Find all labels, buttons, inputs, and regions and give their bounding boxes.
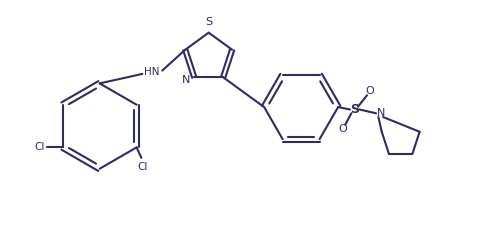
Text: N: N xyxy=(182,75,191,85)
Text: S: S xyxy=(350,103,359,116)
Text: Cl: Cl xyxy=(137,162,148,172)
Text: O: O xyxy=(339,124,347,134)
Text: Cl: Cl xyxy=(35,142,45,152)
Text: O: O xyxy=(365,86,374,96)
Text: N: N xyxy=(376,108,385,118)
Text: S: S xyxy=(205,17,212,27)
Text: HN: HN xyxy=(144,67,160,76)
